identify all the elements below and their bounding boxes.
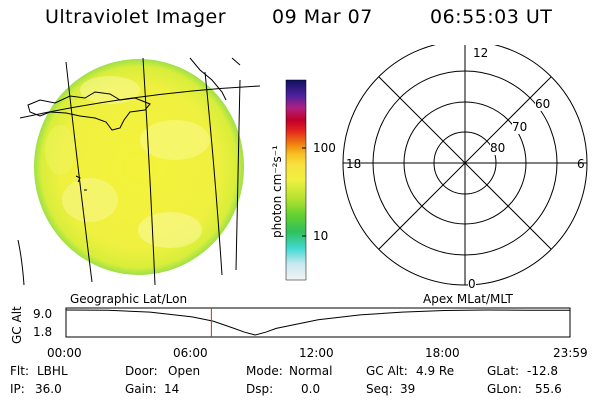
colorbar xyxy=(285,79,307,281)
filter-value: LBHL xyxy=(37,364,68,378)
door-value: Open xyxy=(168,364,201,378)
lat-label-70: 70 xyxy=(512,120,528,134)
glon-label: GLon: xyxy=(487,382,522,396)
colorbar-tick-100: 100 xyxy=(313,141,336,155)
dsp-value: 0.0 xyxy=(301,382,321,396)
glat-value: -12.8 xyxy=(527,364,559,378)
timeline-xtick-1800: 18:00 xyxy=(425,346,460,360)
timeline-left-title: Geographic Lat/Lon xyxy=(70,292,188,306)
colorbar-ticks xyxy=(302,147,306,237)
mode-label: Mode: xyxy=(246,364,283,378)
timeline-right-title: Apex MLat/MLT xyxy=(423,292,513,306)
polar-grid xyxy=(342,45,588,286)
glat-label: GLat: xyxy=(487,364,520,378)
graticule-lines xyxy=(17,57,261,286)
timeline-xtick-2359: 23:59 xyxy=(553,346,588,360)
timeline-xtick-0000: 00:00 xyxy=(47,346,82,360)
coastline-lines xyxy=(27,57,241,191)
timeline-ytick-high: 9.0 xyxy=(33,307,53,321)
mlt-label-12: 12 xyxy=(473,46,489,60)
mlt-label-18: 18 xyxy=(346,157,362,171)
ip-label: IP: xyxy=(10,382,25,396)
lat-label-80: 80 xyxy=(490,141,506,155)
mlt-label-6: 6 xyxy=(577,157,585,171)
altitude-curve xyxy=(65,309,571,336)
seq-value: 39 xyxy=(400,382,416,396)
gain-label: Gain: xyxy=(125,382,157,396)
timeline-xtick-1200: 12:00 xyxy=(299,346,334,360)
dsp-label: Dsp: xyxy=(246,382,274,396)
ip-value: 36.0 xyxy=(35,382,62,396)
mlt-label-0: 0 xyxy=(468,277,476,291)
seq-label: Seq: xyxy=(366,382,393,396)
mode-value: Normal xyxy=(289,364,333,378)
colorbar-gradient xyxy=(285,79,307,281)
polar-diagonal-2 xyxy=(378,76,552,250)
timeline-xtick-0600: 06:00 xyxy=(173,346,208,360)
filter-label: Flt: xyxy=(10,364,29,378)
gcalt-label: GC Alt: xyxy=(366,364,408,378)
time-label: 06:55:03 UT xyxy=(430,6,553,28)
colorbar-tick-10: 10 xyxy=(313,229,329,243)
glon-value: 55.6 xyxy=(535,382,562,396)
disk-texture xyxy=(45,76,210,248)
instrument-title: Ultraviolet Imager xyxy=(45,6,227,28)
date-label: 09 Mar 07 xyxy=(272,6,373,28)
timeline-frame xyxy=(65,307,571,338)
door-label: Door: xyxy=(125,364,158,378)
lat-label-60: 60 xyxy=(535,97,551,111)
gcalt-value: 4.9 Re xyxy=(416,364,455,378)
timeline-ytick-low: 1.8 xyxy=(33,325,53,339)
gain-value: 14 xyxy=(164,382,180,396)
